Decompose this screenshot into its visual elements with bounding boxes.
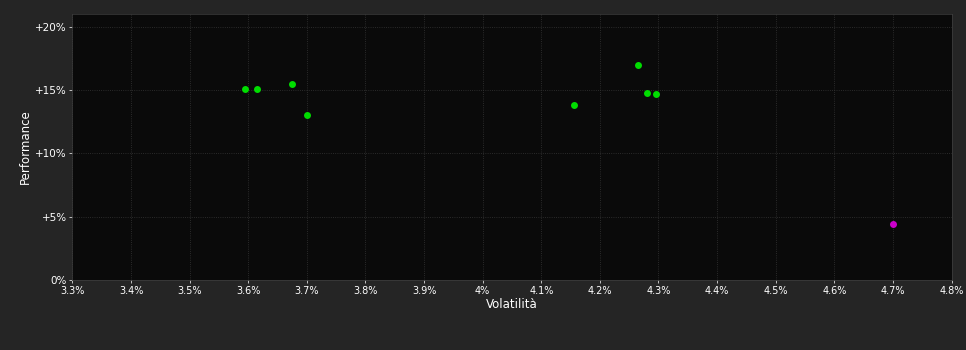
X-axis label: Volatilità: Volatilità (486, 298, 538, 312)
Point (284, 81, 299, 86)
Point (630, 62, 645, 68)
Point (885, 222, 900, 227)
Point (566, 103, 582, 108)
Point (238, 86, 253, 92)
Point (639, 90, 655, 95)
Point (648, 91, 664, 97)
Point (249, 86, 265, 92)
Y-axis label: Performance: Performance (19, 110, 33, 184)
Point (299, 113, 315, 118)
